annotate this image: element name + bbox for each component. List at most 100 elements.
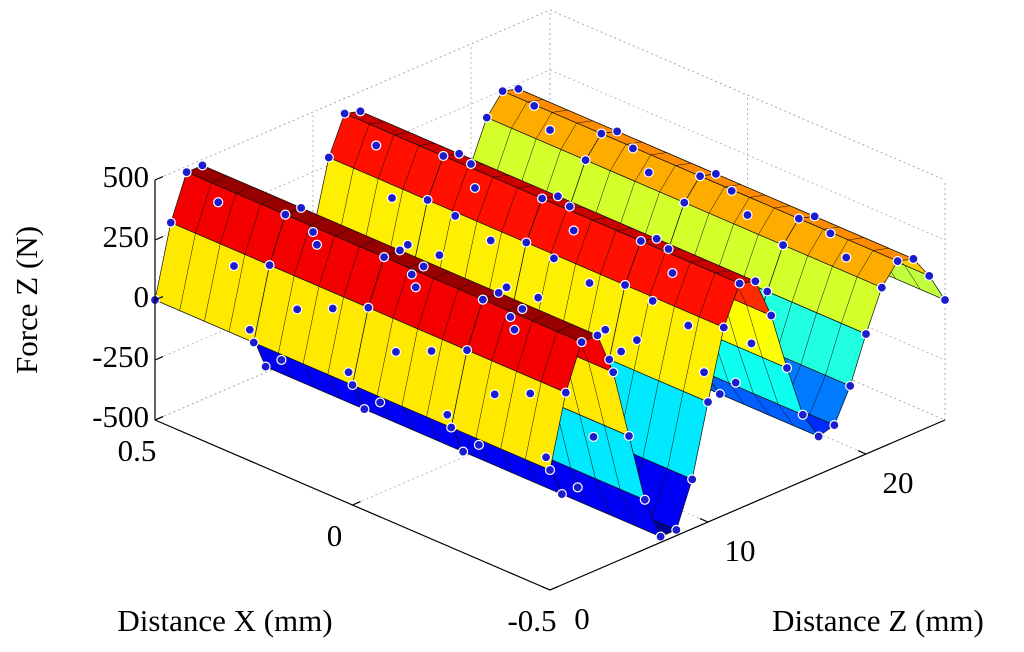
data-point (438, 150, 449, 162)
mesh-line (392, 267, 410, 319)
mesh-line (433, 271, 450, 279)
box-edge (154, 9, 551, 181)
mesh-line (495, 128, 512, 175)
data-point (497, 86, 508, 97)
data-point (493, 287, 504, 298)
data-point (623, 430, 635, 442)
x-tick-label: 0 (327, 518, 343, 553)
data-point (781, 362, 793, 374)
data-point (371, 140, 382, 151)
data-point (473, 439, 484, 450)
tick-mark (154, 356, 164, 361)
data-point (813, 431, 824, 442)
mesh-line (848, 237, 865, 241)
data-point (718, 322, 729, 333)
mesh-line (318, 235, 335, 287)
data-point (596, 128, 607, 139)
mesh-line (610, 144, 627, 171)
data-point (742, 209, 753, 221)
mesh-line (904, 265, 921, 290)
data-point (635, 235, 646, 247)
data-point (402, 239, 413, 250)
y-tick-label: 10 (725, 533, 756, 568)
mesh-line (658, 306, 675, 381)
x-tick-label: -0.5 (507, 603, 556, 638)
data-point (841, 252, 852, 263)
data-point (777, 240, 789, 251)
mesh-line (594, 170, 611, 218)
data-point (390, 346, 402, 357)
mesh-line (737, 346, 754, 394)
data-point (714, 388, 725, 400)
data-point (509, 324, 520, 335)
y-axis (549, 419, 946, 591)
mesh-line (426, 339, 443, 417)
data-point (683, 320, 694, 331)
data-point (529, 100, 540, 111)
data-point (276, 354, 287, 365)
data-point (363, 302, 374, 313)
data-point (536, 193, 548, 204)
data-point (576, 337, 587, 348)
x-tick-label: 0.5 (118, 433, 157, 468)
mesh-line (675, 163, 692, 166)
data-point (544, 124, 556, 136)
data-point (375, 397, 386, 408)
data-point (450, 210, 461, 222)
mesh-line (516, 320, 533, 372)
data-point (639, 494, 650, 505)
data-point (734, 278, 745, 289)
mesh-line (626, 141, 642, 145)
data-point (394, 245, 405, 256)
data-point (647, 295, 658, 307)
mesh-line (517, 185, 534, 189)
data-point (924, 270, 935, 281)
mesh-line (377, 134, 395, 179)
data-point (165, 217, 176, 228)
data-point (307, 226, 319, 238)
data-point (248, 337, 259, 348)
data-point (762, 286, 773, 297)
mesh-line (683, 316, 700, 392)
data-point (517, 303, 528, 315)
data-point (671, 524, 682, 535)
data-point (244, 324, 255, 335)
data-point (604, 354, 615, 365)
mesh-line (228, 254, 246, 332)
data-point (533, 292, 544, 303)
mesh-line (753, 393, 770, 416)
data-point (580, 155, 591, 166)
data-point (663, 243, 674, 255)
mesh-line (777, 403, 795, 427)
z-tick-label: 500 (103, 159, 150, 194)
mesh-line (402, 145, 419, 190)
data-point (730, 377, 741, 388)
data-point (809, 211, 820, 222)
mesh-line (525, 381, 542, 460)
mesh-line (204, 243, 221, 322)
mesh-line (501, 187, 518, 232)
mesh-line (618, 181, 636, 228)
mesh-line (452, 166, 469, 211)
data-point (359, 404, 370, 415)
data-point (540, 452, 552, 463)
mesh-line (800, 312, 817, 365)
data-point (406, 269, 417, 280)
data-point (264, 260, 275, 271)
mesh-line (293, 225, 311, 276)
mesh-line (278, 275, 295, 354)
data-point (655, 531, 666, 542)
data-point (667, 267, 678, 279)
mesh-line (520, 138, 537, 186)
mesh-line (633, 295, 650, 371)
data-point (548, 253, 560, 264)
mesh-line (500, 371, 517, 449)
data-point (513, 83, 524, 94)
data-point (908, 253, 919, 264)
data-point (347, 379, 358, 391)
mesh-line (475, 360, 492, 439)
data-point (228, 260, 240, 272)
data-point (454, 148, 465, 159)
x-axis-label: Distance X (mm) (117, 603, 332, 638)
mesh-line (556, 324, 573, 332)
